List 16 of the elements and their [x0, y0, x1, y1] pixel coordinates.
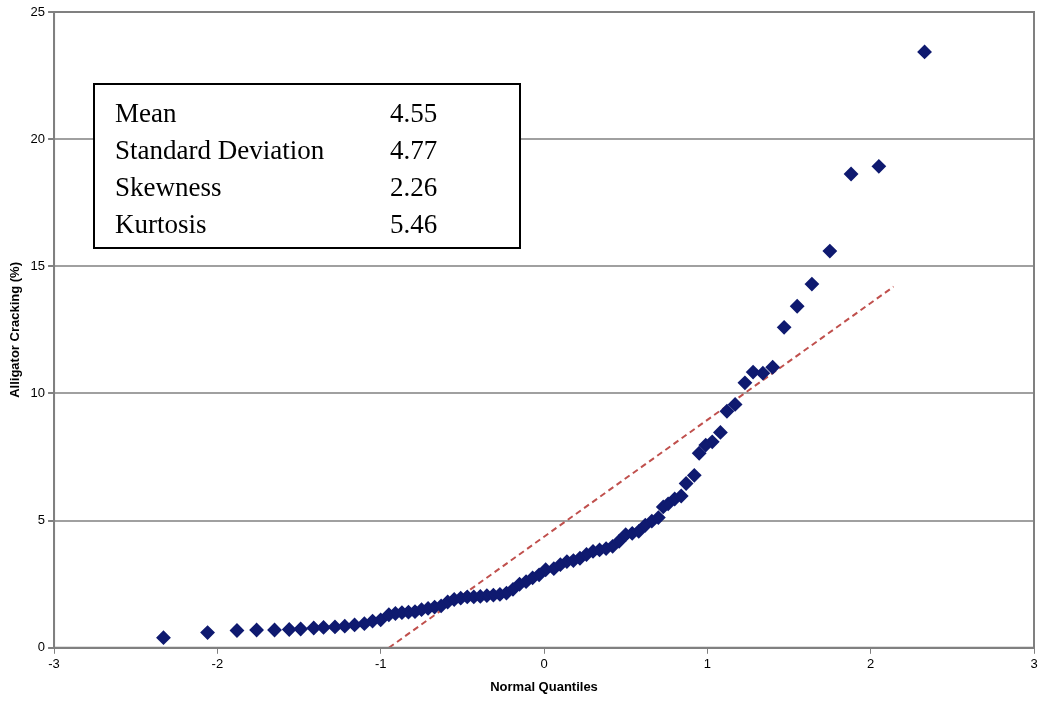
y-axis-title: Alligator Cracking (%) — [7, 262, 23, 398]
x-axis-title: Normal Quantiles — [490, 678, 598, 694]
y-tick-label: 10 — [30, 385, 46, 401]
x-tick-label: 0 — [540, 656, 548, 672]
y-tick-label: 25 — [30, 3, 46, 19]
x-tick-label: -1 — [374, 656, 387, 672]
x-tick-label: 1 — [703, 656, 711, 672]
y-tick-label: 0 — [37, 639, 46, 655]
x-tick-label: 3 — [1030, 656, 1038, 672]
x-tick-label: -3 — [48, 656, 60, 672]
x-tick-label: 2 — [867, 656, 875, 672]
y-tick-label: 5 — [37, 512, 46, 528]
y-tick-label: 15 — [30, 257, 46, 273]
x-tick-label: -2 — [211, 656, 224, 672]
y-tick-label: 20 — [30, 130, 46, 146]
stats-box: Mean 4.55 Standard Deviation 4.77 Skewness 2.26 Kurtosis 5.46 — [93, 83, 521, 249]
